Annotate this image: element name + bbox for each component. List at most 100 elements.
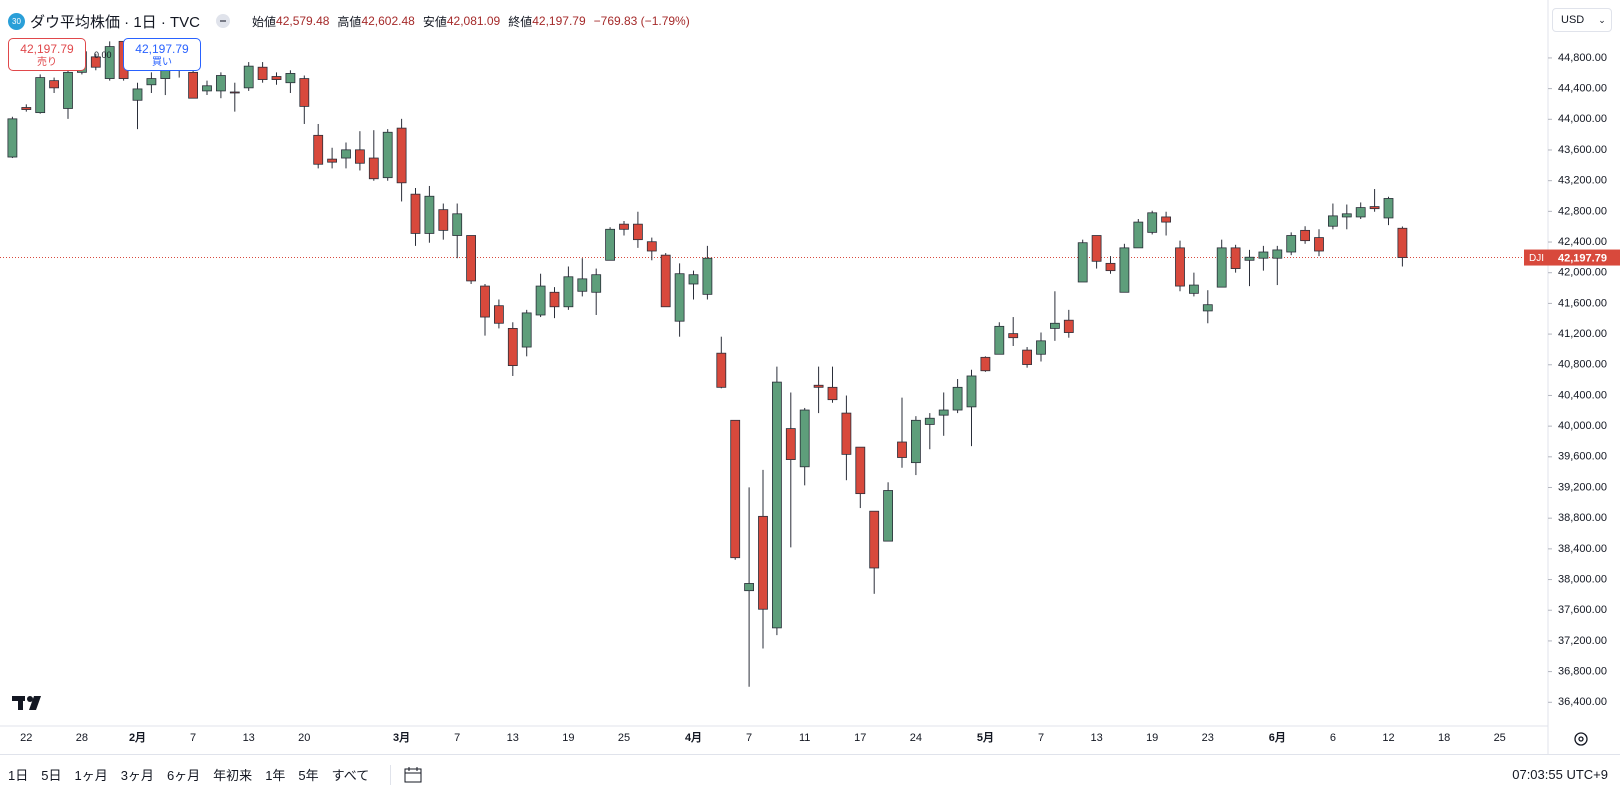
candle-body	[1105, 262, 1116, 272]
candle-body	[1397, 227, 1408, 258]
candle-body	[1216, 247, 1227, 288]
candle-body	[507, 328, 518, 367]
symbol-badge: 30	[8, 12, 25, 30]
candle-body	[827, 386, 838, 401]
range-button[interactable]: 1日	[3, 765, 33, 784]
y-tick-label: 37,600.00	[1558, 604, 1607, 616]
candle-body	[799, 409, 810, 468]
candle-body	[563, 276, 574, 308]
candle-body	[577, 278, 588, 292]
date-range-icon[interactable]	[403, 765, 423, 785]
candle-body	[424, 195, 435, 234]
y-tick-label: 39,200.00	[1558, 481, 1607, 493]
currency: USD	[1561, 14, 1585, 26]
range-button[interactable]: 年初来	[208, 765, 257, 784]
candle-body	[841, 412, 852, 455]
last-price-tag	[1524, 249, 1620, 266]
candle-body	[202, 85, 212, 92]
candle-body	[452, 213, 463, 236]
tv-logo	[12, 696, 41, 710]
symbol-title[interactable]: ダウ平均株価 · 1日 · TVC	[30, 13, 201, 31]
x-tick-label: 24	[910, 732, 922, 744]
x-tick-label: 6月	[1269, 731, 1286, 744]
candle-body	[897, 441, 907, 458]
x-tick-label: 17	[854, 732, 866, 744]
candle-body	[188, 71, 199, 99]
candle-body	[146, 78, 157, 86]
buy-price: 42,197.79	[135, 42, 189, 56]
candle-body	[1272, 249, 1283, 259]
candle-body	[1300, 229, 1310, 242]
candle-body	[229, 91, 240, 94]
x-tick-label: 18	[1438, 732, 1450, 744]
candle-body	[1008, 333, 1019, 339]
range-button[interactable]: すべて	[327, 765, 375, 784]
candle-body	[883, 490, 893, 542]
candle-body	[1050, 322, 1060, 329]
candle-body	[660, 254, 671, 308]
x-tick-label: 7	[1038, 732, 1044, 744]
candle-body	[21, 107, 32, 110]
close-value: 42,197.79	[532, 14, 586, 28]
candle-body	[1230, 247, 1241, 269]
candle-body	[132, 88, 143, 101]
x-tick-label: 4月	[685, 731, 702, 744]
candle-body	[855, 446, 866, 495]
x-tick-label: 23	[1202, 732, 1214, 744]
range-button[interactable]: 1年	[260, 765, 290, 784]
high-label: 高値	[337, 14, 362, 29]
range-button[interactable]: 6ヶ月	[162, 765, 205, 784]
candle-body	[327, 158, 338, 163]
candle-body	[772, 381, 782, 629]
spread: 0.00	[94, 50, 112, 60]
candle-body	[382, 131, 393, 179]
candle-body	[438, 209, 449, 231]
candle-body	[966, 375, 977, 408]
y-tick-label: 38,400.00	[1558, 543, 1607, 555]
y-tick-label: 41,600.00	[1558, 297, 1607, 309]
x-tick-label: 7	[746, 732, 752, 744]
y-tick-label: 40,400.00	[1558, 389, 1607, 401]
sell-button[interactable]: 42,197.79 売り	[8, 38, 86, 71]
x-tick-label: 28	[76, 732, 88, 744]
y-tick-label: 42,400.00	[1558, 236, 1607, 248]
candle-body	[160, 69, 171, 79]
candle-body	[924, 417, 935, 425]
candle-body	[674, 273, 685, 322]
x-tick-label: 5月	[977, 731, 994, 744]
candle-body	[716, 352, 727, 388]
y-tick-label: 36,800.00	[1558, 666, 1607, 678]
buy-button[interactable]: 42,197.79 買い	[123, 38, 201, 71]
x-tick-label: 6	[1330, 732, 1336, 744]
candle-body	[1161, 216, 1171, 223]
candle-body	[619, 223, 629, 230]
candle-body	[758, 515, 768, 610]
range-button[interactable]: 5日	[36, 765, 66, 784]
settings-icon[interactable]	[1574, 732, 1588, 746]
last-price-label: 42,197.79	[1558, 252, 1607, 264]
currency-select[interactable]: USD ⌄	[1552, 8, 1612, 32]
range-button[interactable]: 1ヶ月	[69, 765, 112, 784]
candle-body	[480, 285, 490, 318]
candle-body	[994, 325, 1005, 355]
candle-body	[410, 193, 421, 234]
candle-body	[911, 419, 921, 464]
range-button[interactable]: 5年	[293, 765, 323, 784]
range-button[interactable]: 3ヶ月	[116, 765, 159, 784]
y-tick-label: 44,800.00	[1558, 52, 1607, 64]
candle-body	[938, 409, 949, 416]
y-tick-label: 38,000.00	[1558, 573, 1607, 585]
y-tick-label: 37,200.00	[1558, 635, 1607, 647]
candle-body	[1202, 304, 1213, 312]
candle-body	[535, 285, 546, 316]
candle-body	[341, 149, 351, 159]
x-tick-label: 25	[1494, 732, 1506, 744]
candle-body	[869, 510, 880, 569]
x-tick-label: 7	[190, 732, 196, 744]
candle-body	[1077, 242, 1088, 283]
candle-body	[257, 66, 268, 80]
separator	[390, 764, 392, 785]
candle-body	[1328, 215, 1338, 227]
status-dot	[216, 14, 231, 28]
sell-price: 42,197.79	[20, 42, 74, 56]
